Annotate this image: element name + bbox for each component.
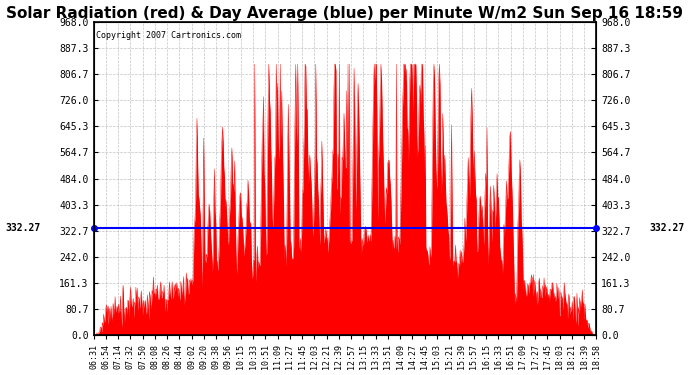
Text: 332.27: 332.27 <box>6 223 41 233</box>
Text: 332.27: 332.27 <box>649 223 684 233</box>
Text: Copyright 2007 Cartronics.com: Copyright 2007 Cartronics.com <box>96 31 241 40</box>
Title: Solar Radiation (red) & Day Average (blue) per Minute W/m2 Sun Sep 16 18:59: Solar Radiation (red) & Day Average (blu… <box>6 6 684 21</box>
